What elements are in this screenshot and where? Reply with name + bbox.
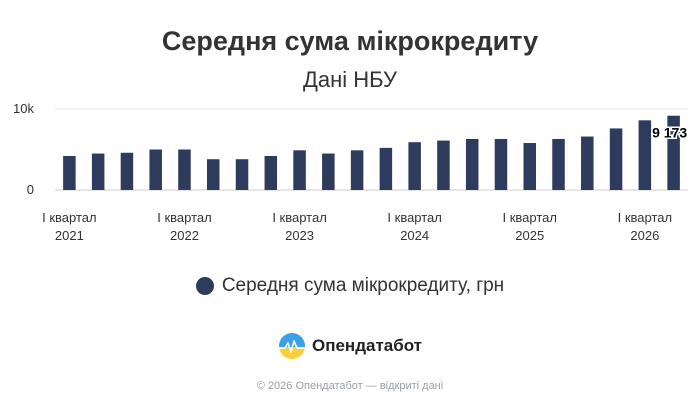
bar [63, 155, 76, 190]
bar [581, 136, 594, 190]
bar [207, 159, 220, 190]
bar [638, 120, 652, 190]
bar [350, 150, 364, 190]
bar [235, 159, 249, 190]
bar [609, 128, 623, 190]
bar [494, 138, 508, 190]
x-tick-label: І квартал 2024 [387, 210, 441, 243]
bar [120, 152, 134, 190]
bar [523, 143, 536, 190]
x-tick-label: І квартал 2021 [42, 210, 96, 243]
bar [379, 147, 393, 190]
footer-copyright: © 2026 Опендатабот — відкриті дані [256, 380, 444, 392]
chart-subtitle: Дані НБУ [302, 67, 398, 92]
x-tick-label: І квартал 2026 [618, 210, 672, 243]
x-tick-label: І квартал 2022 [157, 210, 211, 243]
bar [178, 149, 191, 190]
y-tick-label: 10k [13, 101, 34, 116]
bar [408, 142, 421, 190]
y-tick-label: 0 [27, 182, 34, 197]
bar [264, 155, 278, 190]
bar [552, 138, 565, 190]
bar [149, 149, 162, 190]
chart-legend[interactable]: Середня сума мікрокредиту, грн [0, 275, 700, 297]
bar [91, 153, 105, 190]
data-label: 9 173 [652, 125, 687, 141]
x-tick-label: І квартал 2023 [272, 210, 326, 243]
opendatabot-logo-icon [278, 332, 306, 360]
bar [437, 140, 450, 190]
brand-name: Опендатабот [311, 336, 423, 355]
bar [293, 150, 306, 190]
bar [667, 115, 680, 190]
chart-title: Середня сума мікрокредиту [161, 26, 539, 56]
bar [465, 138, 479, 190]
bar-chart: 0 10k І квартал 2021 І квартал 2022 І квартал 2… [13, 101, 689, 243]
legend-label: Середня сума мікрокредиту, грн [221, 275, 505, 296]
bar [322, 153, 335, 190]
x-tick-label: І квартал 2025 [503, 210, 557, 243]
legend-marker-icon [195, 277, 214, 295]
brand: Опендатабот [0, 332, 700, 360]
